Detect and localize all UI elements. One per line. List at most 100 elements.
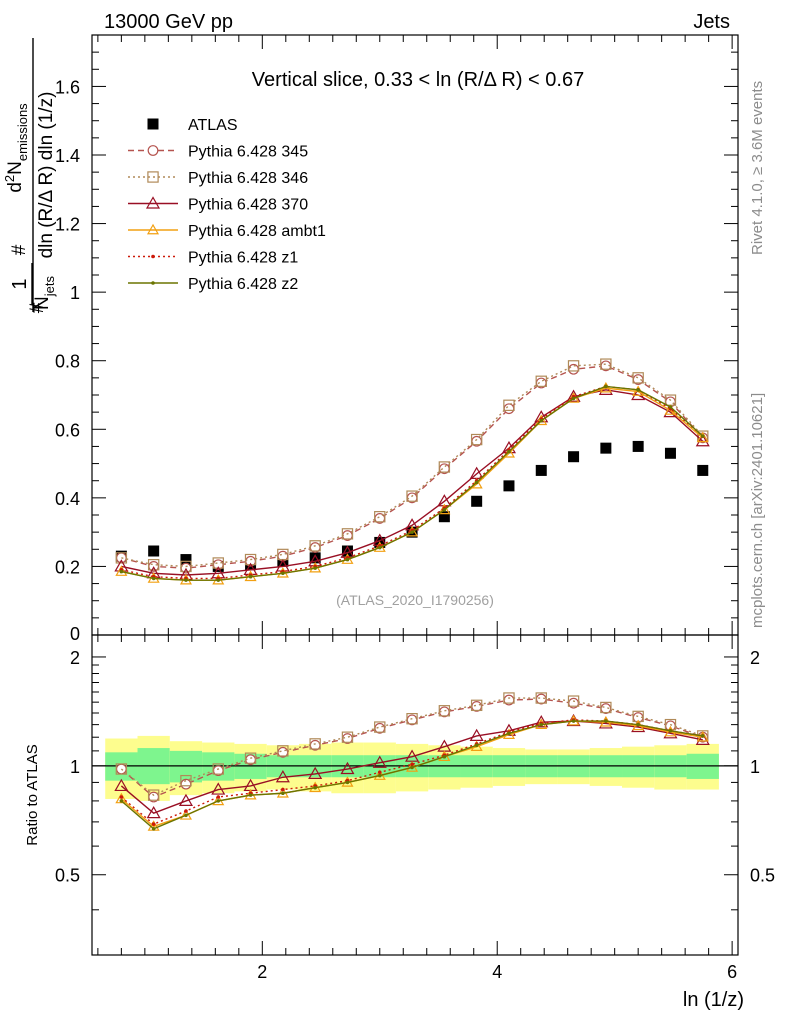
ratio-point-z1 (410, 762, 414, 767)
main-point-p346 (600, 358, 612, 370)
main-point-z2 (184, 578, 188, 582)
main-panel-series (114, 358, 710, 585)
main-series-ambt1 (115, 381, 709, 585)
ratio-point-p370 (534, 715, 549, 728)
main-point-z2 (442, 508, 447, 512)
ratio-point-z2 (313, 785, 317, 790)
main-point-p346 (147, 559, 160, 571)
main-line-p345 (121, 365, 704, 569)
ratio-point-p370 (469, 728, 484, 742)
ratio-point-z2 (184, 813, 188, 818)
main-y-tick-label: 0.2 (55, 557, 80, 577)
main-point-z2 (216, 578, 221, 582)
ratio-line-p346 (120, 697, 703, 796)
header-process: 13000 GeV pp (104, 11, 233, 33)
ratio-point-p345 (600, 703, 612, 714)
ratio-band-inner (169, 750, 203, 783)
atlas-data-point (341, 545, 353, 557)
ratio-point-z2 (281, 791, 285, 796)
main-point-p346 (341, 528, 354, 540)
ratio-point-z2 (507, 731, 511, 736)
legend-entry-p370: Pythia 6.428 370 (128, 196, 308, 214)
legend-marker-p370 (145, 196, 161, 209)
ratio-panel-frame (91, 634, 739, 956)
ratio-point-p346 (535, 692, 547, 704)
main-point-p346 (406, 490, 418, 502)
ratio-point-p370 (178, 793, 193, 807)
ratio-point-z1 (377, 770, 382, 775)
ratio-point-p345 (471, 700, 483, 712)
legend-marker-z1 (151, 254, 155, 259)
main-point-p346 (309, 540, 321, 552)
main-y-tick-label: 1 (70, 283, 80, 303)
main-y-axis-label: # 1 Njets # d2Nemissions dln (R/Δ R) dln… (2, 38, 57, 313)
ratio-point-z1 (184, 809, 188, 813)
main-point-z2 (474, 480, 479, 485)
main-point-z2 (313, 566, 317, 570)
main-point-z2 (539, 418, 544, 423)
ratio-point-z2 (636, 722, 640, 727)
ylabel-nemis: N (5, 161, 26, 175)
analysis-watermark: (ATLAS_2020_I1790256) (336, 592, 494, 608)
atlas-data-point (309, 552, 321, 564)
legend-entry-z1: Pythia 6.428 z1 (128, 250, 298, 267)
ratio-point-p346 (115, 763, 128, 775)
main-line-z1 (121, 385, 704, 580)
ratio-point-z2 (377, 773, 382, 778)
legend: ATLAS Pythia 6.428 345 Pythia 6.428 346 Pyt… (128, 117, 326, 293)
ratio-point-p346 (406, 713, 418, 725)
ratio-point-p370 (308, 766, 323, 780)
mcplots-label: mcplots.cern.ch [arXiv:2401.10621] (749, 393, 766, 628)
ylabel-nemis-sub: emissions (15, 103, 30, 161)
ylabel-njets: Njets (32, 276, 57, 310)
ratio-point-z1 (151, 822, 156, 826)
atlas-data-point (148, 545, 160, 557)
ratio-point-p346 (341, 731, 354, 743)
ratio-point-p346 (309, 738, 321, 750)
ratio-point-p370 (695, 732, 710, 745)
ratio-point-z2 (604, 719, 608, 723)
ratio-line-p370 (120, 720, 703, 814)
atlas-data-point (600, 442, 612, 454)
legend-marker-ambt1 (146, 223, 160, 235)
main-point-z2 (281, 571, 285, 576)
main-y-tick-label: 0.6 (55, 420, 80, 440)
ylabel-d-sup: 2 (2, 175, 17, 182)
main-point-z2 (151, 576, 156, 581)
ratio-point-z2 (700, 734, 705, 738)
ratio-y-tick-label-right: 2 (750, 648, 760, 668)
main-point-z2 (604, 384, 608, 389)
ylabel-left-hash: # (27, 302, 48, 313)
main-panel-title: Vertical slice, 0.33 < ln (R/Δ R) < 0.67 (252, 69, 584, 91)
legend-marker-p345 (147, 145, 159, 156)
ylabel-one: 1 (9, 278, 31, 289)
main-point-z2 (636, 388, 640, 392)
main-point-p370 (695, 434, 710, 447)
atlas-data-point (632, 440, 644, 452)
ratio-point-z2 (539, 722, 544, 727)
main-point-p346 (535, 375, 547, 387)
legend-label-atlas: ATLAS (188, 117, 238, 134)
rivet-version-label: Rivet 4.1.0, ≥ 3.6M events (749, 81, 766, 255)
ratio-point-p346 (180, 774, 192, 787)
ratio-point-p346 (147, 789, 160, 801)
ratio-point-p370 (340, 761, 355, 775)
ratio-point-p370 (146, 805, 161, 819)
legend-label-p346: Pythia 6.428 346 (188, 170, 308, 187)
legend-marker-atlas (147, 118, 159, 130)
legend-entry-p346: Pythia 6.428 346 (128, 170, 308, 187)
main-point-p346 (470, 433, 483, 446)
ratio-point-p346 (600, 701, 612, 714)
ratio-point-z2 (474, 743, 479, 748)
ratio-panel-series (114, 692, 710, 831)
main-point-p346 (438, 461, 451, 473)
atlas-data-point (568, 451, 580, 463)
main-point-ambt1 (535, 414, 548, 426)
main-line-p346 (121, 363, 704, 568)
legend-label-p370: Pythia 6.428 370 (188, 197, 308, 214)
ratio-series-p346 (115, 692, 709, 801)
atlas-data-point (180, 554, 192, 566)
ratio-point-p346 (277, 745, 289, 757)
main-y-tick-label: 1.2 (55, 215, 80, 235)
